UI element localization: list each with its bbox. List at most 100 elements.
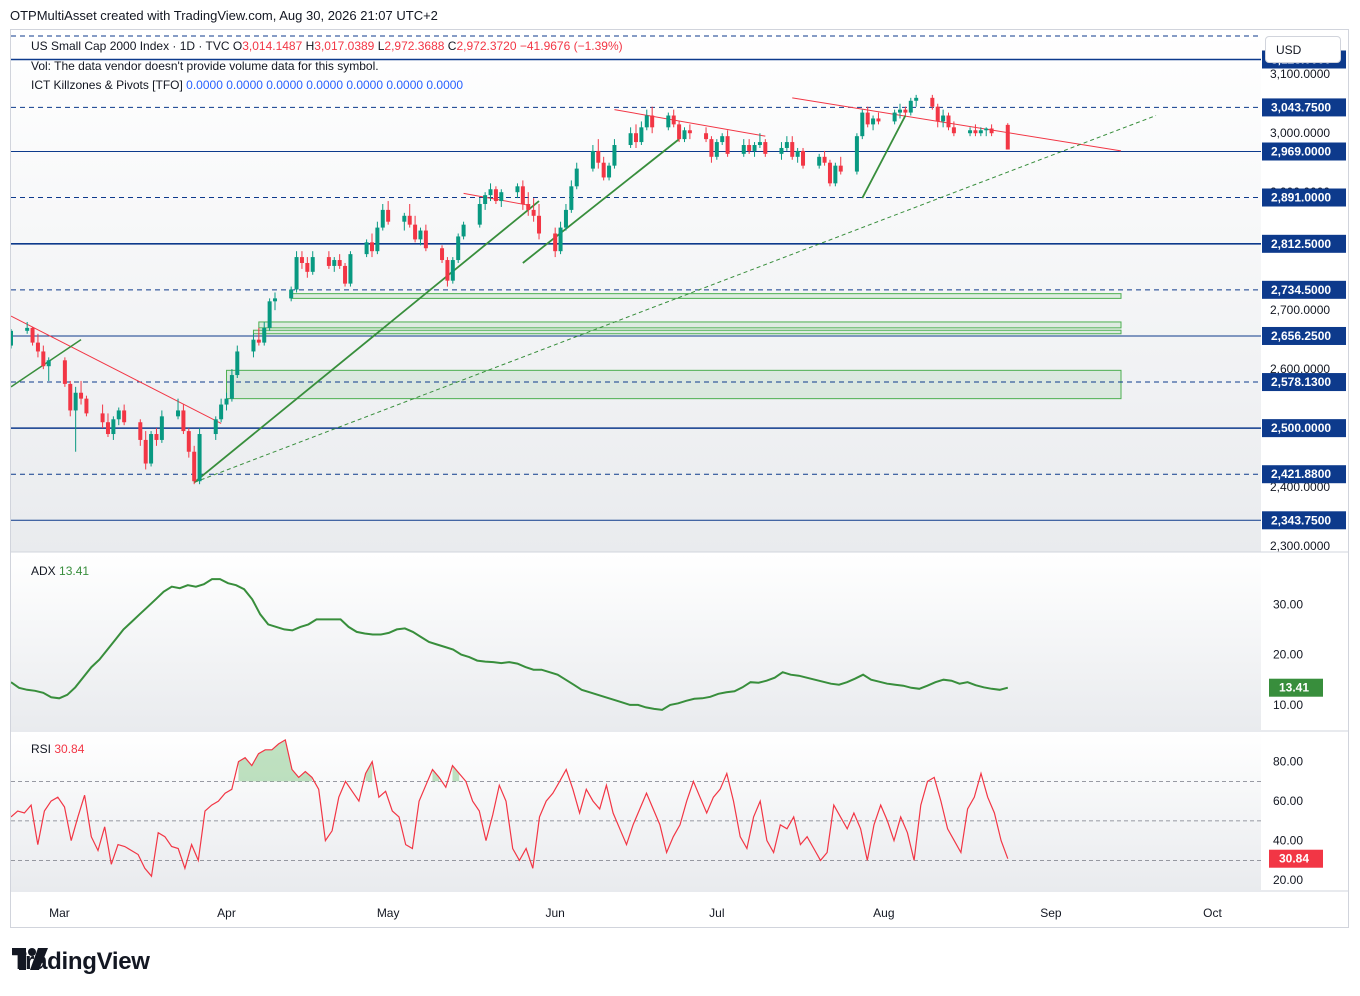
candle[interactable]: [725, 130, 730, 157]
candle[interactable]: [46, 357, 51, 381]
candle[interactable]: [709, 136, 714, 163]
candle[interactable]: [256, 327, 261, 346]
candle[interactable]: [299, 251, 304, 269]
candle[interactable]: [531, 198, 536, 222]
candle[interactable]: [262, 321, 267, 346]
candle[interactable]: [644, 109, 649, 131]
candle[interactable]: [326, 251, 331, 269]
candle[interactable]: [413, 215, 418, 243]
candle[interactable]: [332, 257, 337, 272]
candle[interactable]: [973, 124, 978, 137]
candle[interactable]: [192, 445, 197, 485]
candle[interactable]: [251, 333, 256, 358]
candle[interactable]: [650, 106, 655, 134]
candle[interactable]: [445, 257, 450, 287]
candle[interactable]: [838, 156, 843, 175]
candle[interactable]: [154, 428, 159, 446]
price-level-badge[interactable]: [1262, 465, 1346, 484]
candle[interactable]: [73, 386, 78, 452]
candle[interactable]: [364, 239, 369, 258]
candle[interactable]: [790, 136, 795, 160]
candle[interactable]: [946, 112, 951, 131]
adx-label[interactable]: ADX: [31, 564, 56, 578]
candle[interactable]: [138, 419, 143, 446]
candle[interactable]: [628, 127, 633, 148]
candle[interactable]: [197, 428, 202, 485]
candle[interactable]: [714, 139, 719, 160]
candle[interactable]: [181, 404, 186, 435]
candle[interactable]: [35, 333, 40, 358]
candle[interactable]: [634, 124, 638, 148]
tradingview-logo[interactable]: TradingView: [12, 948, 150, 976]
candle[interactable]: [682, 127, 687, 143]
price-level-badge[interactable]: [1262, 142, 1346, 161]
rsi-label[interactable]: RSI: [31, 742, 52, 756]
candle[interactable]: [369, 233, 374, 258]
candle[interactable]: [784, 136, 789, 151]
candle[interactable]: [79, 380, 84, 405]
candle[interactable]: [930, 94, 935, 110]
candle[interactable]: [235, 345, 240, 378]
candle[interactable]: [898, 103, 903, 119]
candle[interactable]: [741, 139, 746, 157]
candle[interactable]: [704, 127, 709, 143]
price-level-badge[interactable]: [1262, 419, 1346, 438]
candle[interactable]: [520, 180, 525, 210]
candle[interactable]: [903, 106, 908, 116]
candle[interactable]: [876, 112, 881, 125]
candle[interactable]: [11, 329, 13, 349]
candle[interactable]: [224, 392, 229, 411]
candle[interactable]: [569, 180, 574, 213]
candle[interactable]: [440, 245, 445, 263]
candle[interactable]: [951, 121, 956, 137]
candle[interactable]: [989, 124, 994, 137]
candle[interactable]: [105, 413, 110, 437]
price-level-badge[interactable]: [1262, 188, 1346, 207]
candle[interactable]: [871, 115, 876, 131]
candle[interactable]: [526, 192, 531, 216]
candle[interactable]: [865, 106, 870, 128]
candle[interactable]: [892, 109, 897, 125]
candle[interactable]: [229, 369, 234, 402]
candle[interactable]: [860, 109, 865, 140]
candle[interactable]: [186, 428, 191, 458]
candle[interactable]: [978, 127, 983, 137]
candle[interactable]: [984, 127, 989, 137]
candle[interactable]: [386, 201, 391, 225]
candle[interactable]: [941, 109, 946, 128]
candle[interactable]: [757, 133, 762, 148]
candle[interactable]: [100, 404, 105, 429]
candle[interactable]: [488, 183, 493, 202]
candle[interactable]: [499, 189, 504, 207]
candle[interactable]: [477, 198, 482, 228]
candle[interactable]: [219, 398, 224, 423]
candle[interactable]: [310, 251, 315, 275]
candle[interactable]: [41, 345, 46, 370]
candle[interactable]: [908, 97, 913, 116]
candle[interactable]: [402, 212, 407, 231]
candle[interactable]: [267, 298, 272, 331]
symbol-title[interactable]: US Small Cap 2000 Index · 1D · TVC: [31, 39, 230, 53]
candle[interactable]: [607, 162, 612, 181]
candle[interactable]: [827, 159, 832, 187]
candle[interactable]: [553, 227, 558, 258]
candle[interactable]: [456, 233, 461, 263]
candle[interactable]: [687, 124, 692, 140]
candle[interactable]: [752, 142, 757, 157]
candle[interactable]: [563, 204, 568, 231]
candle[interactable]: [122, 404, 127, 426]
candle[interactable]: [380, 204, 385, 231]
candle[interactable]: [854, 133, 859, 175]
candle[interactable]: [493, 186, 498, 204]
candle[interactable]: [515, 183, 520, 199]
candle[interactable]: [418, 227, 423, 246]
candle[interactable]: [176, 398, 181, 420]
candle[interactable]: [968, 127, 973, 137]
price-level-badge[interactable]: [1262, 280, 1346, 299]
candle[interactable]: [289, 286, 294, 302]
candle[interactable]: [720, 133, 725, 146]
candle[interactable]: [159, 410, 164, 443]
candle[interactable]: [343, 262, 348, 287]
candle[interactable]: [273, 292, 278, 311]
candle[interactable]: [666, 112, 671, 131]
